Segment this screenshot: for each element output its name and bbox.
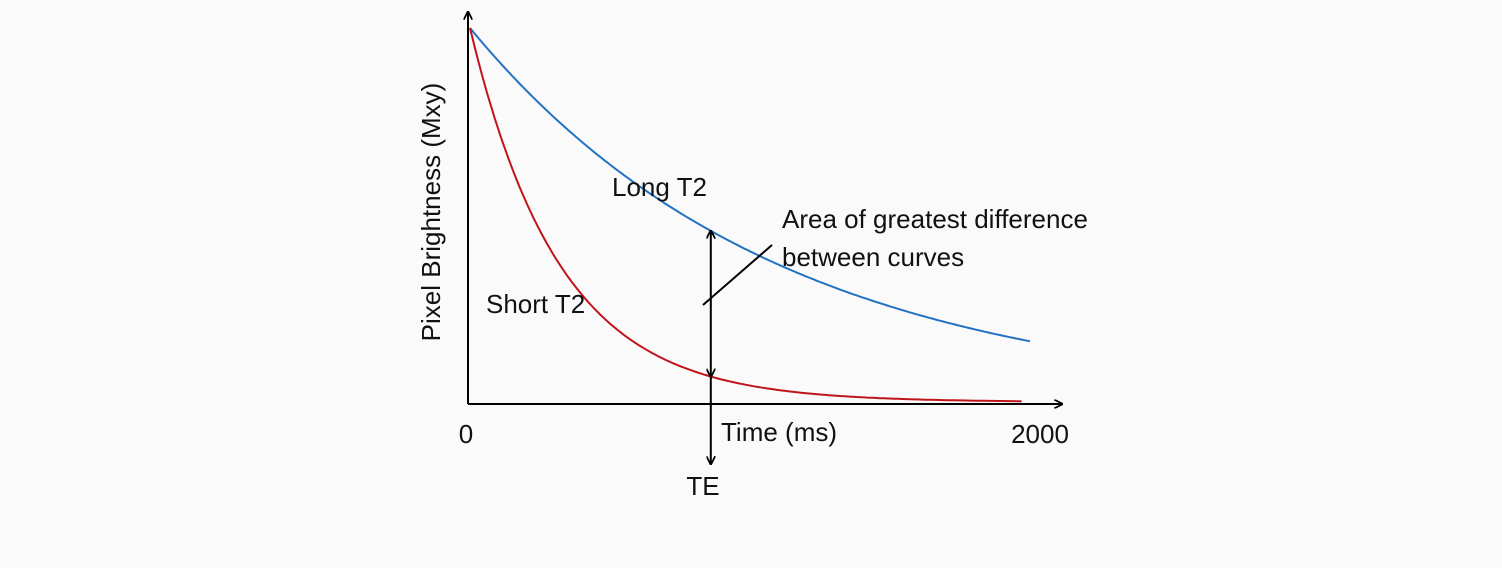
y-axis-label: Pixel Brightness (Mxy) bbox=[416, 83, 446, 342]
long-t2-label: Long T2 bbox=[612, 172, 707, 202]
x-tick-label-2000: 2000 bbox=[1011, 419, 1069, 449]
annotation-line-2: between curves bbox=[782, 242, 964, 272]
annotation-leader-line bbox=[702, 244, 773, 306]
annotation-line-1: Area of greatest difference bbox=[782, 204, 1088, 234]
te-label: TE bbox=[686, 471, 719, 501]
long-t2-curve bbox=[469, 27, 1031, 343]
short-t2-label: Short T2 bbox=[486, 289, 585, 319]
x-tick-label-0: 0 bbox=[459, 419, 473, 449]
short-t2-curve bbox=[469, 27, 1022, 403]
x-axis-label: Time (ms) bbox=[721, 417, 837, 447]
